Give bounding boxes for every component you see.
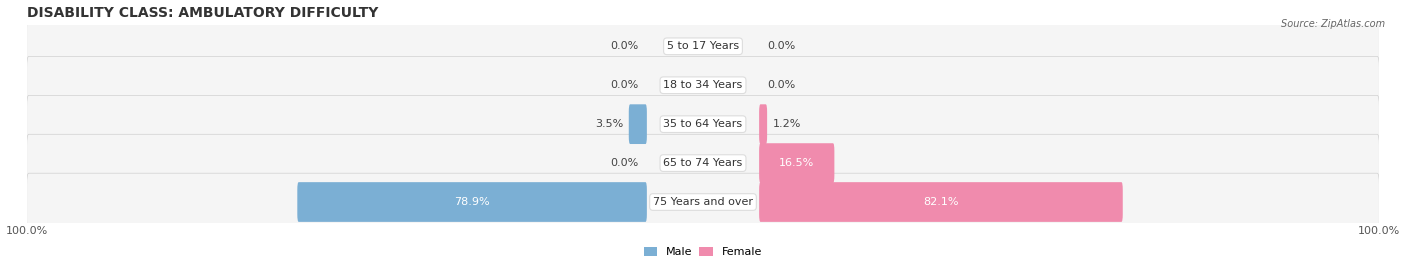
FancyBboxPatch shape [27,17,1379,75]
Text: 75 Years and over: 75 Years and over [652,197,754,207]
Text: 65 to 74 Years: 65 to 74 Years [664,158,742,168]
Text: Source: ZipAtlas.com: Source: ZipAtlas.com [1281,19,1385,29]
FancyBboxPatch shape [759,104,768,144]
FancyBboxPatch shape [27,173,1379,231]
FancyBboxPatch shape [759,143,834,183]
FancyBboxPatch shape [297,182,647,222]
Text: 0.0%: 0.0% [768,80,796,90]
FancyBboxPatch shape [27,17,1379,75]
Text: 5 to 17 Years: 5 to 17 Years [666,41,740,51]
FancyBboxPatch shape [27,95,1379,153]
FancyBboxPatch shape [27,95,1379,153]
FancyBboxPatch shape [27,134,1379,192]
Text: 0.0%: 0.0% [768,41,796,51]
Text: 0.0%: 0.0% [610,41,638,51]
FancyBboxPatch shape [628,104,647,144]
Text: 3.5%: 3.5% [595,119,623,129]
FancyBboxPatch shape [27,56,1379,114]
Legend: Male, Female: Male, Female [640,242,766,261]
FancyBboxPatch shape [27,173,1379,231]
FancyBboxPatch shape [27,56,1379,114]
Text: 35 to 64 Years: 35 to 64 Years [664,119,742,129]
Text: 18 to 34 Years: 18 to 34 Years [664,80,742,90]
Text: 16.5%: 16.5% [779,158,814,168]
Text: DISABILITY CLASS: AMBULATORY DIFFICULTY: DISABILITY CLASS: AMBULATORY DIFFICULTY [27,6,378,20]
Text: 82.1%: 82.1% [924,197,959,207]
Text: 1.2%: 1.2% [772,119,801,129]
Text: 78.9%: 78.9% [454,197,489,207]
Text: 0.0%: 0.0% [610,158,638,168]
Text: 0.0%: 0.0% [610,80,638,90]
FancyBboxPatch shape [759,182,1123,222]
FancyBboxPatch shape [27,134,1379,192]
